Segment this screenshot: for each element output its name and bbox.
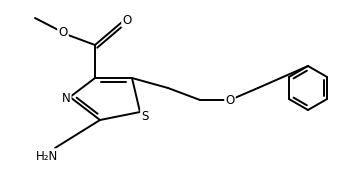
Text: O: O [122,13,132,26]
Text: S: S [141,110,149,122]
Text: O: O [59,26,67,39]
Text: H₂N: H₂N [36,149,58,162]
Text: O: O [225,93,235,107]
Text: N: N [62,92,70,104]
